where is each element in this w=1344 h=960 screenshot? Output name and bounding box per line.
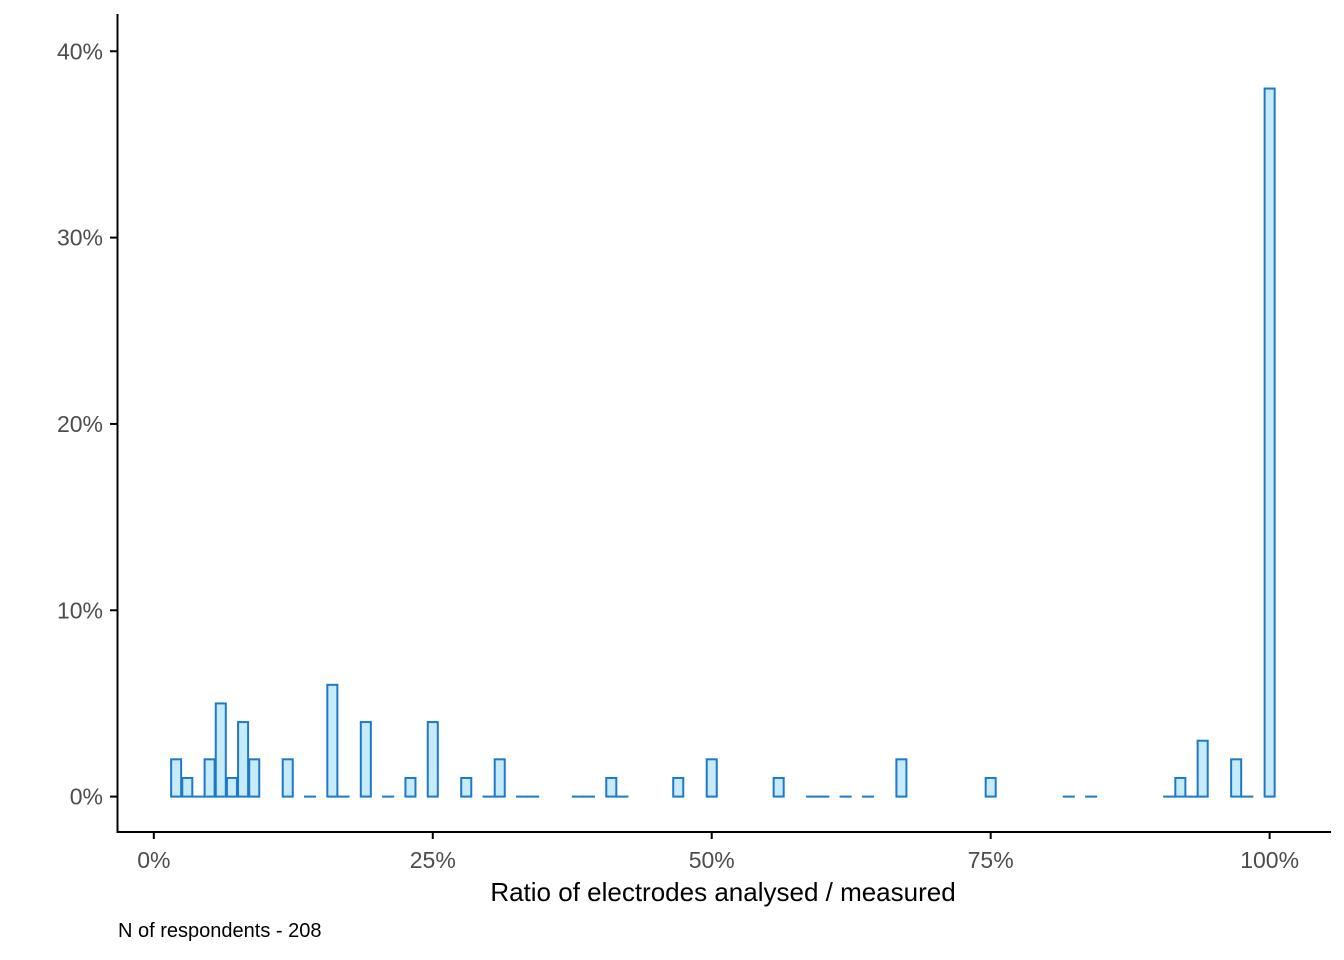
- histogram-bar: [895, 758, 908, 798]
- histogram-bar: [359, 721, 372, 798]
- x-tick-label: 50%: [689, 847, 735, 873]
- histogram-bar: [672, 776, 685, 798]
- y-tick-label: 0%: [70, 784, 103, 810]
- histogram-bar: [248, 758, 261, 798]
- histogram-bar: [705, 758, 718, 798]
- histogram-bar: [460, 776, 473, 798]
- histogram-bar: [1263, 87, 1276, 798]
- x-tick-label: 0%: [137, 847, 170, 873]
- y-axis-ticks: 0% 10% 20% 30% 40%: [57, 38, 117, 810]
- respondents-caption: N of respondents - 208: [118, 920, 322, 942]
- histogram-bar: [281, 758, 294, 798]
- histogram-bar: [404, 776, 417, 798]
- y-tick-label: 10%: [57, 597, 103, 623]
- histogram-bar: [237, 721, 250, 798]
- y-tick-label: 20%: [57, 411, 103, 437]
- histogram-bar: [426, 721, 439, 798]
- y-tick-label: 40%: [57, 38, 103, 64]
- histogram-bar: [605, 776, 618, 798]
- histogram-bar: [170, 758, 183, 798]
- histogram-bar: [1230, 758, 1243, 798]
- histogram-bar: [1174, 776, 1187, 798]
- histogram-bar: [326, 683, 339, 798]
- x-axis-title: Ratio of electrodes analysed / measured: [490, 877, 955, 907]
- x-tick-label: 75%: [968, 847, 1014, 873]
- histogram-bar: [493, 758, 506, 798]
- x-axis-ticks: 0% 25% 50% 75% 100%: [137, 832, 1299, 873]
- histogram-bar: [214, 702, 227, 798]
- histogram-bar: [203, 758, 216, 798]
- bars-group: [170, 87, 1276, 798]
- x-tick-label: 25%: [410, 847, 456, 873]
- histogram-bar: [181, 776, 194, 798]
- histogram-bar: [772, 776, 785, 798]
- histogram-bar: [225, 776, 238, 798]
- histogram-bar: [1196, 739, 1209, 798]
- histogram-bar: [984, 776, 997, 798]
- y-tick-label: 30%: [57, 225, 103, 251]
- x-tick-label: 100%: [1240, 847, 1299, 873]
